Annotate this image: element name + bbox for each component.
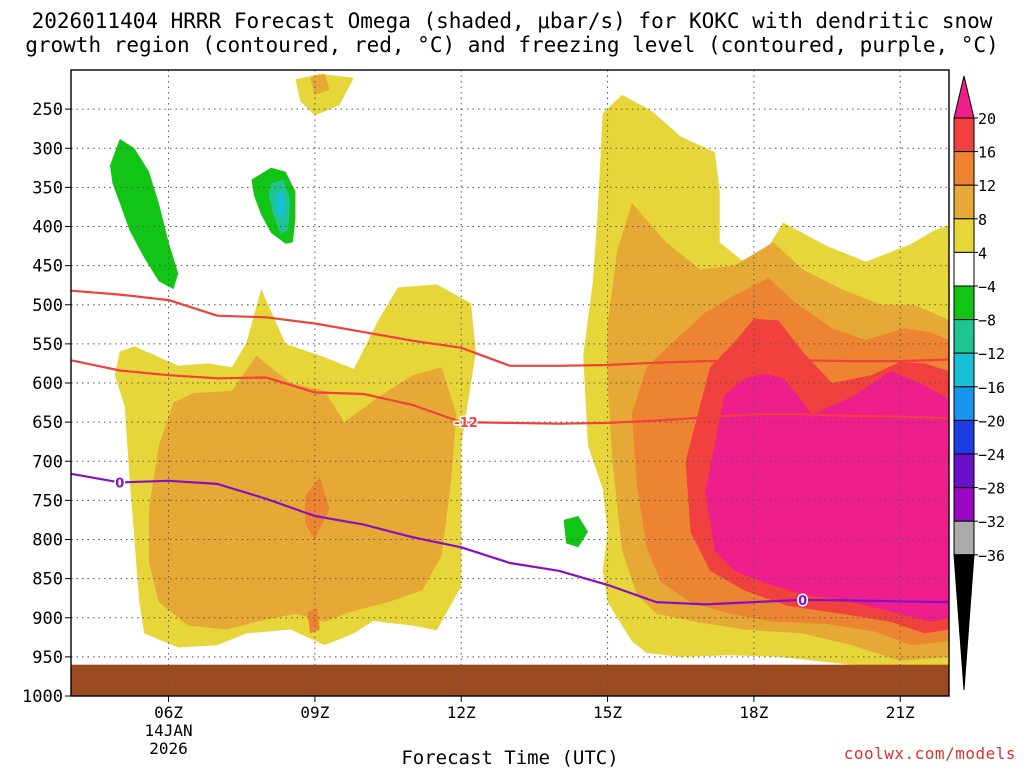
colorbar-swatch-13 bbox=[953, 520, 975, 556]
grid-lines bbox=[71, 70, 949, 696]
colorbar-swatch-3 bbox=[953, 184, 975, 220]
colorbar-arrow-bottom bbox=[953, 554, 975, 691]
omega-region-pos8-0 bbox=[149, 355, 457, 630]
omega-region-neg4-3 bbox=[851, 70, 949, 172]
ytick-label-400: 400 bbox=[32, 218, 63, 238]
dgz-upper-line bbox=[71, 289, 949, 367]
xtick-label-09Z: 09Z bbox=[300, 703, 329, 722]
colorbar-swatch-7 bbox=[953, 319, 975, 354]
x-axis-label: Forecast Time (UTC) bbox=[401, 747, 618, 768]
ytick-label-350: 350 bbox=[32, 178, 63, 198]
colorbar-label-8: −16 bbox=[978, 379, 1005, 397]
omega-region-pos4-2 bbox=[295, 73, 354, 116]
chart-title-line-1: 2026011404 HRRR Forecast Omega (shaded, … bbox=[31, 9, 993, 33]
colorbar-label-5: −4 bbox=[978, 278, 996, 296]
colorbar-label-1: 16 bbox=[978, 144, 996, 162]
contour-lines: -12 0 0 bbox=[71, 289, 949, 610]
omega-region-neg4-2 bbox=[344, 116, 486, 236]
ytick-label-500: 500 bbox=[32, 296, 63, 316]
ytick-label-300: 300 bbox=[32, 139, 63, 159]
colorbar-label-12: −32 bbox=[978, 513, 1005, 531]
colorbar: 20 16 12 8 4 −4 −8 −12 −16 −20 −24 −28 −32 −36 bbox=[953, 75, 1005, 691]
omega-region-neg8-2 bbox=[563, 516, 588, 548]
credit-text: coolwx.com/models bbox=[843, 744, 1016, 763]
ytick-label-600: 600 bbox=[32, 374, 63, 394]
colorbar-swatch-2 bbox=[953, 151, 975, 186]
dgz-lower-label-0: -12 bbox=[454, 416, 478, 431]
ytick-label-800: 800 bbox=[32, 531, 63, 551]
colorbar-label-6: −8 bbox=[978, 312, 996, 330]
omega-region-pos8-2 bbox=[310, 73, 330, 95]
colorbar-label-10: −24 bbox=[978, 446, 1005, 464]
colorbar-swatch-8 bbox=[953, 352, 975, 388]
colorbar-swatch-1 bbox=[953, 117, 975, 153]
shaded-omega-fields bbox=[71, 70, 949, 696]
xtick-label-06Z: 06Z bbox=[154, 703, 183, 722]
colorbar-label-13: −36 bbox=[978, 547, 1005, 565]
colorbar-arrow-top bbox=[953, 75, 975, 119]
colorbar-label-4: 4 bbox=[978, 244, 987, 262]
xtick-label-15Z: 15Z bbox=[593, 703, 622, 722]
dgz-lower-line bbox=[71, 359, 949, 425]
ytick-label-750: 750 bbox=[32, 491, 63, 511]
colorbar-swatch-6 bbox=[953, 285, 975, 321]
ytick-label-550: 550 bbox=[32, 335, 63, 355]
ground-surface bbox=[71, 664, 949, 696]
colorbar-label-11: −28 bbox=[978, 480, 1005, 498]
ytick-label-250: 250 bbox=[32, 100, 63, 120]
chart-title-line-2: growth region (contoured, red, °C) and f… bbox=[25, 33, 999, 57]
omega-region-neg16-0 bbox=[275, 191, 286, 221]
colorbar-label-2: 12 bbox=[978, 177, 996, 195]
xtick-label-21Z: 21Z bbox=[886, 703, 915, 722]
colorbar-swatch-11 bbox=[953, 453, 975, 489]
ytick-label-700: 700 bbox=[32, 452, 63, 472]
omega-region-pos12-0 bbox=[305, 476, 330, 540]
freezing-level-label-1: 0 bbox=[798, 594, 807, 609]
xtick-label-12Z: 12Z bbox=[447, 703, 476, 722]
ytick-label-650: 650 bbox=[32, 413, 63, 433]
omega-region-neg8-0 bbox=[110, 138, 179, 290]
xtick-label-18Z: 18Z bbox=[739, 703, 768, 722]
freezing-level-label-0: 0 bbox=[115, 476, 124, 491]
omega-region-pos12-1 bbox=[307, 608, 320, 634]
ytick-label-850: 850 bbox=[32, 570, 63, 590]
omega-region-pos20-0 bbox=[705, 371, 949, 622]
colorbar-swatch-5 bbox=[953, 251, 975, 287]
ytick-label-450: 450 bbox=[32, 257, 63, 277]
pressure-axis: 250 300 350 400 450 500 550 600 650 700 750 800 850 9… bbox=[22, 100, 71, 707]
date-label-0: 14JAN bbox=[144, 721, 192, 740]
colorbar-swatch-4 bbox=[953, 218, 975, 253]
date-label-1: 2026 bbox=[149, 739, 188, 758]
colorbar-label-0: 20 bbox=[978, 110, 996, 128]
colorbar-label-9: −20 bbox=[978, 412, 1005, 430]
ytick-label-900: 900 bbox=[32, 609, 63, 629]
ytick-label-950: 950 bbox=[32, 648, 63, 668]
colorbar-swatch-10 bbox=[953, 419, 975, 455]
ytick-label-1000: 1000 bbox=[22, 687, 63, 707]
colorbar-label-3: 8 bbox=[978, 211, 987, 229]
colorbar-label-7: −12 bbox=[978, 345, 1005, 363]
colorbar-swatch-12 bbox=[953, 487, 975, 522]
colorbar-swatch-9 bbox=[953, 386, 975, 421]
freezing-level-line bbox=[71, 472, 949, 606]
